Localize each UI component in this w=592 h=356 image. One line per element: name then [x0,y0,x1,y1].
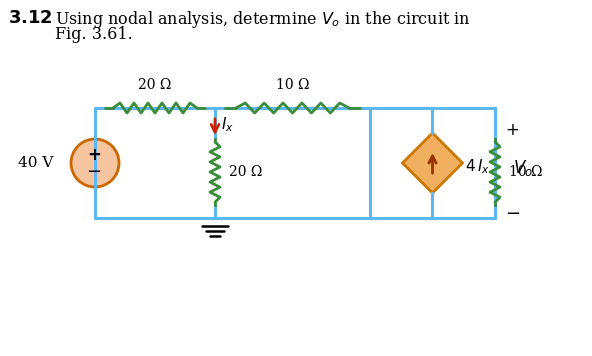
Text: +: + [505,121,519,139]
Text: $4\,I_x$: $4\,I_x$ [465,158,491,176]
Text: $I_x$: $I_x$ [221,116,234,134]
Text: −: − [505,205,520,223]
Text: $V_o$: $V_o$ [513,158,533,178]
Text: $\mathbf{3.12}$: $\mathbf{3.12}$ [8,9,53,27]
Text: Fig. 3.61.: Fig. 3.61. [55,26,133,43]
Circle shape [71,139,119,187]
Text: +: + [87,146,101,164]
Polygon shape [403,133,462,193]
Text: 10 Ω: 10 Ω [276,78,309,92]
Text: Using nodal analysis, determine $V_o$ in the circuit in: Using nodal analysis, determine $V_o$ in… [55,9,471,30]
Text: −: − [86,163,102,181]
Text: 20 Ω: 20 Ω [139,78,172,92]
Text: 40 V: 40 V [18,156,53,170]
Text: 10 Ω: 10 Ω [509,165,542,179]
Text: 20 Ω: 20 Ω [229,165,262,179]
